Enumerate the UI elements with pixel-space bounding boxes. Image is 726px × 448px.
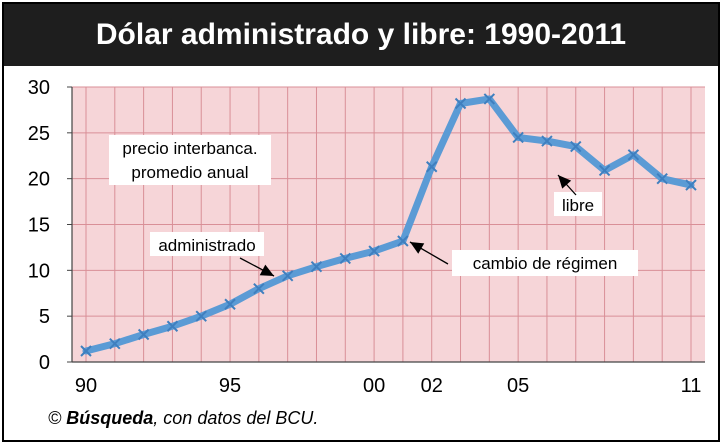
data-point xyxy=(426,161,438,173)
data-point xyxy=(137,328,150,341)
note-text: promedio anual xyxy=(131,163,248,182)
y-tick-label: 5 xyxy=(39,306,50,328)
y-tick-label: 20 xyxy=(28,169,50,191)
data-point xyxy=(80,345,92,357)
data-point xyxy=(598,164,611,177)
data-point xyxy=(195,310,207,322)
data-point xyxy=(570,140,582,153)
x-tick-label: 11 xyxy=(681,375,702,397)
data-point xyxy=(541,135,553,147)
x-tick-label: 05 xyxy=(507,375,529,397)
administrado-label-box xyxy=(150,232,264,256)
y-tick-label: 15 xyxy=(28,215,50,237)
data-point xyxy=(166,320,179,332)
data-point xyxy=(397,235,409,247)
data-point xyxy=(368,245,380,257)
data-point xyxy=(656,172,668,185)
y-tick-label: 25 xyxy=(28,123,50,145)
annotations: precio interbanca. promedio anual administ… xyxy=(109,135,638,277)
data-point xyxy=(310,260,323,273)
data-point xyxy=(339,252,351,265)
data-point xyxy=(281,270,294,282)
libre-label-text: libre xyxy=(562,196,594,215)
data-point xyxy=(512,131,524,144)
data-point xyxy=(627,149,640,161)
copyright-symbol: © xyxy=(48,408,62,428)
data-point xyxy=(454,97,467,110)
note-box xyxy=(109,135,271,185)
chart-title: Dólar administrado y libre: 1990-2011 xyxy=(95,18,627,51)
x-tick-label: 00 xyxy=(363,375,385,397)
data-point xyxy=(483,93,496,105)
y-tick-labels: 0 5 10 15 20 25 30 xyxy=(28,77,72,374)
libre-label-box xyxy=(554,192,602,216)
y-tick-label: 10 xyxy=(28,260,50,282)
x-tick-labels: 90 95 00 02 05 11 xyxy=(75,375,702,397)
administrado-label-text: administrado xyxy=(158,236,255,255)
data-point xyxy=(685,179,697,191)
source-name: Búsqueda xyxy=(66,408,154,428)
administrado-arrow-head xyxy=(259,264,274,276)
data-point xyxy=(109,337,121,350)
y-tick-label: 30 xyxy=(28,77,50,99)
x-tick-label: 90 xyxy=(75,375,97,397)
data-point xyxy=(224,298,236,310)
data-point xyxy=(253,282,265,295)
source-rest: , con datos del BCU. xyxy=(153,408,319,428)
title-bar xyxy=(4,4,718,66)
x-tick-label: 02 xyxy=(421,375,443,397)
note-text: precio interbanca. xyxy=(122,139,257,158)
cambio-arrow-head xyxy=(410,242,425,254)
cambio-label-box xyxy=(452,250,638,276)
libre-arrow-head xyxy=(558,175,572,189)
series-line xyxy=(80,93,697,357)
x-tick-label: 95 xyxy=(219,375,241,397)
series-line-path xyxy=(82,95,695,355)
y-tick-label: 0 xyxy=(39,352,50,374)
cambio-label-text: cambio de régimen xyxy=(473,254,618,273)
source-note: © Búsqueda, con datos del BCU. xyxy=(48,408,318,429)
